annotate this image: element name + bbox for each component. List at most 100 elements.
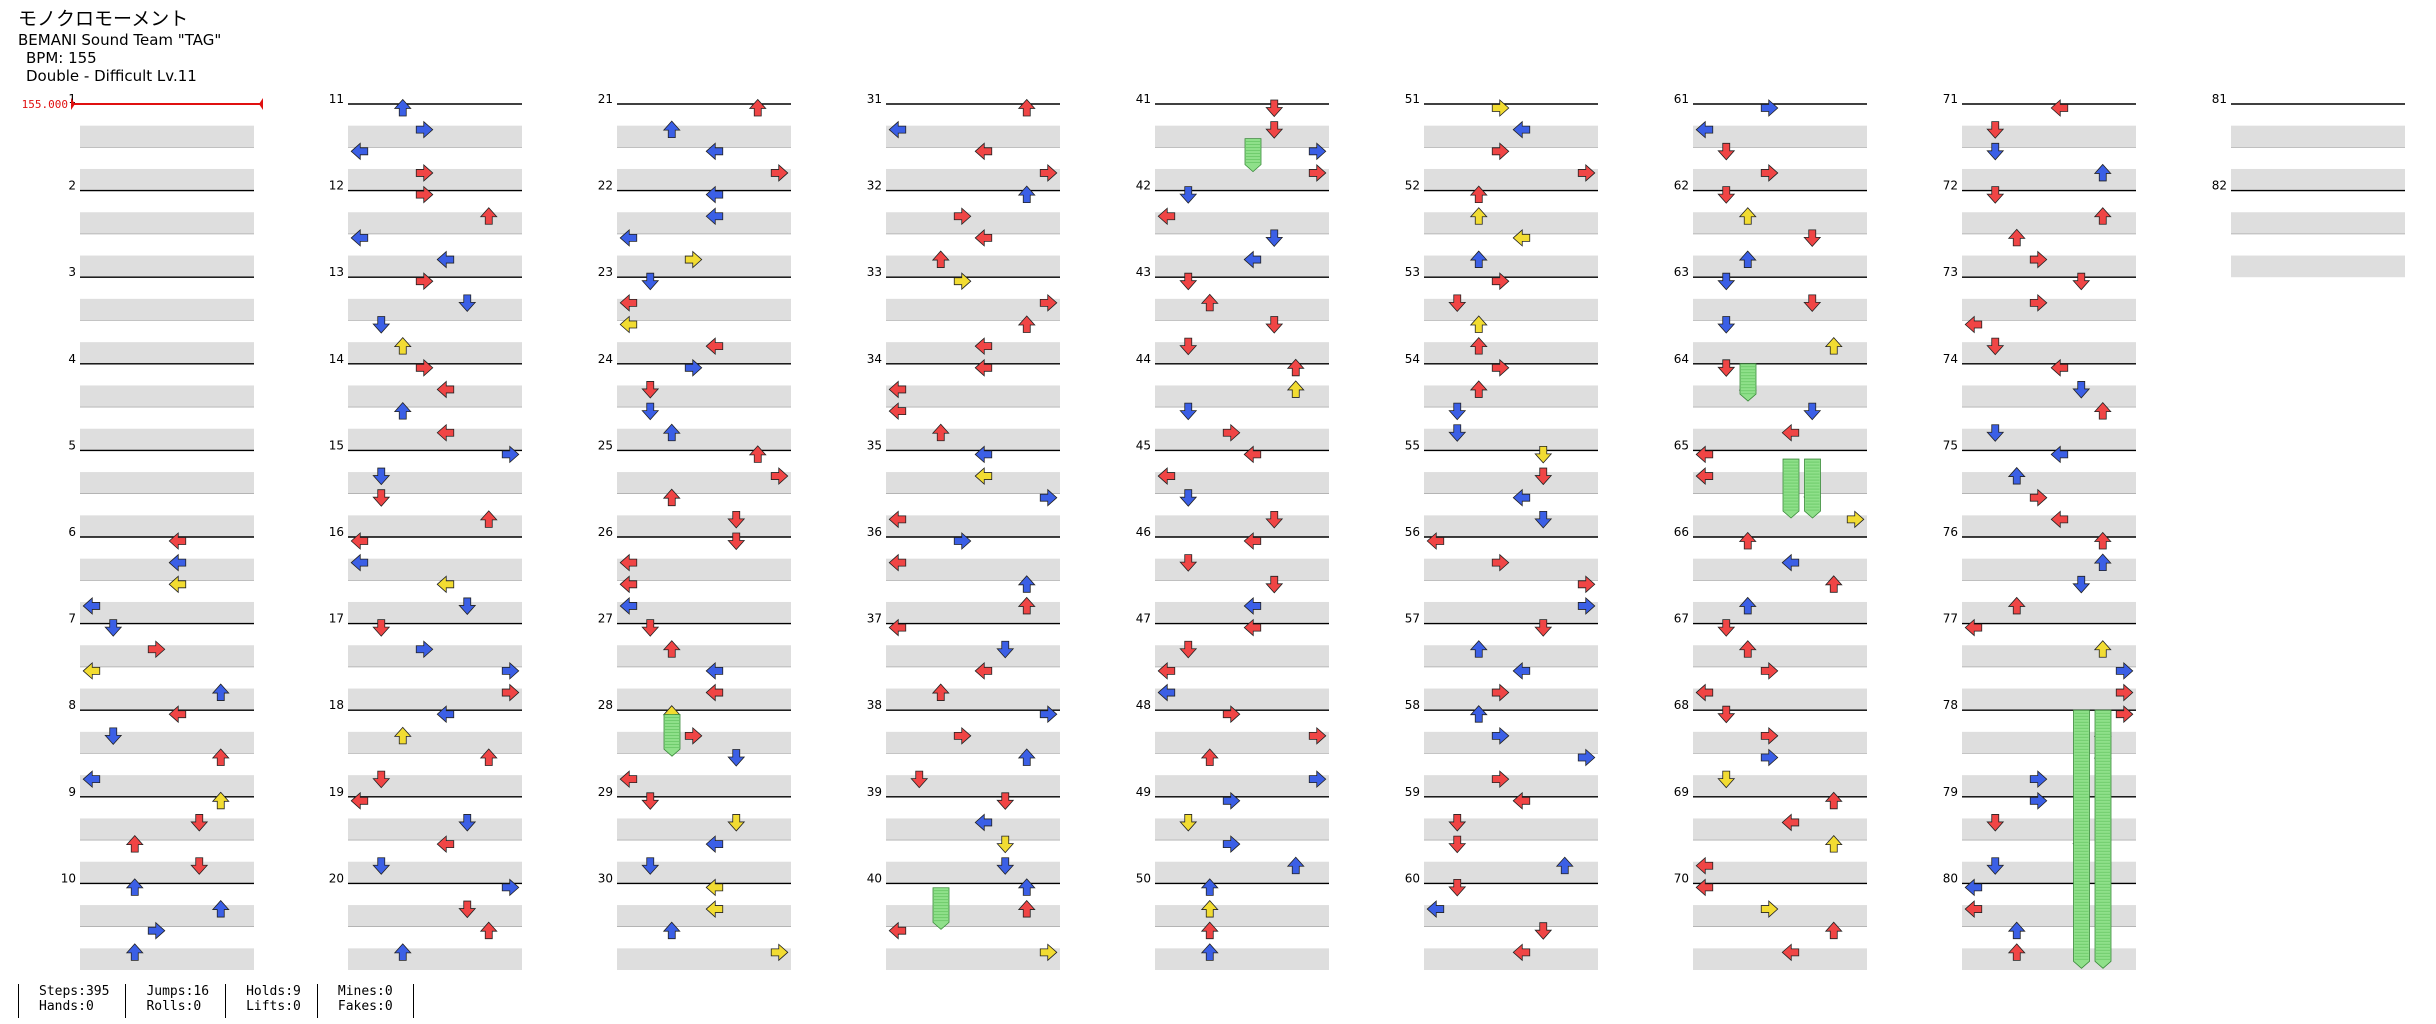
arrow-down-icon [1179, 186, 1198, 204]
beat-stripe [1962, 905, 2136, 927]
measure-20: 20 [329, 871, 522, 970]
arrow-up-icon [1017, 185, 1036, 204]
measure-47: 47 [1136, 612, 1329, 711]
arrow-up-icon [1017, 575, 1036, 593]
beat-stripe [80, 385, 254, 408]
measure-number: 16 [329, 525, 344, 539]
arrow-up-icon [125, 943, 144, 961]
measure-71: 71 [1943, 92, 2136, 191]
arrow-down-icon [1448, 835, 1467, 854]
measure-number: 33 [867, 265, 882, 279]
arrow-right-icon [1846, 510, 1865, 529]
measure-49: 49 [1136, 785, 1329, 884]
beat-stripe [617, 342, 791, 364]
measure-32: 32 [867, 179, 1060, 278]
hold-note [932, 887, 950, 930]
artist-name: BEMANI Sound Team "TAG" [18, 31, 222, 49]
arrow-up-icon [1200, 293, 1219, 312]
measure-34: 34 [867, 352, 1060, 451]
measure-54: 54 [1405, 352, 1598, 451]
arrow-right-icon [1039, 293, 1058, 312]
arrow-up-icon [1469, 250, 1488, 268]
measure-number: 1 [68, 92, 76, 106]
measure-56: 56 [1405, 525, 1598, 624]
measure-70: 70 [1674, 871, 1867, 970]
steps-count: Steps:395 [39, 984, 110, 999]
arrow-left-icon [888, 618, 907, 637]
beat-stripe [1424, 905, 1598, 927]
arrow-down-icon [372, 770, 391, 789]
arrow-up-icon [393, 337, 412, 355]
beat-stripe [348, 212, 522, 234]
arrow-right-icon [415, 358, 434, 377]
beat-stripe [1693, 385, 1867, 408]
beat-stripe [1155, 342, 1329, 364]
arrow-right-icon [1491, 99, 1510, 117]
arrow-down-icon [1986, 814, 2005, 832]
beat-stripe [348, 125, 522, 148]
beat-stripe [886, 125, 1060, 148]
beat-stripe [1962, 775, 2136, 797]
measure-22: 22 [598, 179, 791, 278]
arrow-down-icon [104, 619, 123, 637]
measure-number: 9 [68, 785, 76, 799]
arrow-down-icon [1534, 445, 1553, 464]
arrow-down-icon [1986, 337, 2005, 356]
arrow-right-icon [415, 272, 434, 291]
beat-stripe [886, 688, 1060, 711]
arrow-up-icon [1738, 531, 1757, 550]
arrow-down-icon [104, 727, 123, 745]
arrow-up-icon [2007, 228, 2026, 247]
stats-col-jumps: Jumps:16 Rolls:0 [125, 984, 225, 1018]
arrow-left-icon [974, 445, 993, 464]
measure-60: 60 [1405, 871, 1598, 970]
arrow-down-icon [727, 749, 746, 767]
beat-stripe [617, 385, 791, 408]
arrow-down-icon [641, 402, 660, 421]
arrow-right-icon [1308, 164, 1327, 182]
measure-number: 36 [867, 525, 882, 539]
measure-number: 32 [867, 179, 882, 193]
measure-59: 59 [1405, 785, 1598, 884]
arrow-down-icon [1179, 402, 1198, 421]
arrow-down-icon [372, 619, 391, 637]
beat-stripe [617, 558, 791, 581]
beat-stripe [1962, 731, 2136, 754]
arrow-left-icon [436, 835, 455, 853]
arrow-down-icon [372, 857, 391, 875]
arrow-down-icon [1179, 554, 1198, 572]
beat-stripe [1693, 775, 1867, 797]
arrow-up-icon [211, 899, 230, 918]
measure-number: 64 [1674, 352, 1689, 366]
beat-stripe [348, 731, 522, 754]
beat-stripe [617, 168, 791, 191]
measure-number: 62 [1674, 179, 1689, 193]
arrow-right-icon [1491, 358, 1510, 377]
measure-72: 72 [1943, 179, 2136, 278]
arrow-right-icon [1491, 272, 1510, 291]
arrow-left-icon [2050, 445, 2069, 464]
arrow-up-icon [393, 726, 412, 745]
measure-68: 68 [1674, 698, 1867, 797]
arrow-down-icon [2072, 272, 2091, 291]
measure-2: 2 [68, 179, 254, 278]
arrow-up-icon [2093, 163, 2112, 182]
arrow-up-icon [1469, 640, 1488, 658]
arrow-up-icon [1286, 380, 1305, 398]
arrow-down-icon [458, 814, 477, 832]
arrow-up-icon [931, 423, 950, 442]
arrow-right-icon [1039, 943, 1058, 962]
arrow-up-icon [748, 445, 767, 463]
beat-stripe [886, 212, 1060, 234]
beat-stripe [1962, 688, 2136, 711]
arrow-left-icon [974, 813, 993, 832]
arrow-down-icon [2072, 381, 2091, 399]
arrow-left-icon [1243, 597, 1262, 615]
arrow-left-icon [1695, 878, 1714, 897]
measure-11: 11 [329, 92, 522, 191]
measure-50: 50 [1136, 871, 1329, 970]
measure-number: 49 [1136, 785, 1151, 799]
arrow-right-icon [1760, 900, 1779, 918]
measure-number: 57 [1405, 612, 1420, 626]
beat-stripe [1962, 472, 2136, 494]
